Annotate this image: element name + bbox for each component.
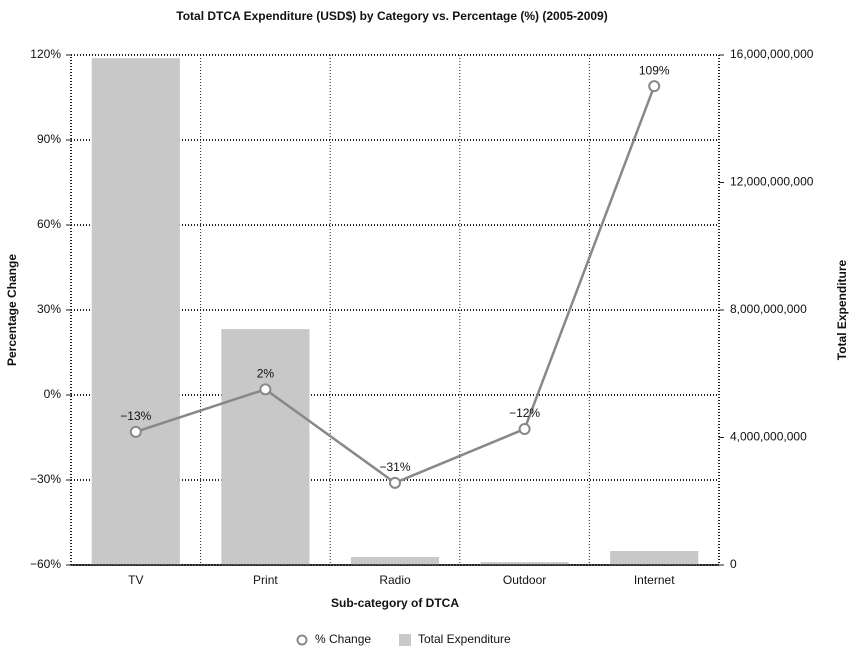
bar: [610, 550, 699, 565]
x-tick-label: TV: [128, 573, 143, 587]
y-tick-label: 60%: [37, 217, 61, 231]
y2-tick-label: 4,000,000,000: [730, 430, 807, 444]
point: [648, 80, 661, 93]
y-axis-title: Percentage Change: [5, 254, 19, 366]
point: [389, 476, 401, 489]
x-tick-label: Radio: [379, 573, 411, 587]
y2-tick-label: 8,000,000,000: [730, 302, 807, 316]
y2-tick-label: 12,000,000,000: [730, 175, 814, 189]
y-tick-label: 30%: [37, 302, 61, 316]
x-tick-label: Internet: [634, 573, 675, 587]
y-tick-label: 120%: [30, 47, 61, 61]
bar: [91, 58, 180, 565]
y-tick-label: 90%: [37, 132, 61, 146]
y-tick-label: 0%: [44, 387, 62, 401]
point: [518, 423, 531, 435]
y-tick-label: −30%: [30, 472, 61, 486]
y2-axis-title: Total Expenditure: [835, 259, 849, 360]
data-label: −31%: [379, 460, 410, 474]
point: [129, 425, 142, 438]
x-tick-label: Print: [253, 573, 278, 587]
bar: [350, 557, 440, 565]
y2-tick-label: 0: [730, 557, 737, 571]
point: [259, 383, 272, 396]
line: [135, 85, 656, 485]
chart-title: Total DTCA Expenditure (USD$) by Categor…: [176, 9, 607, 23]
x-axis-title: Sub-category of DTCA: [331, 596, 459, 610]
legend-marker: [399, 634, 411, 646]
data-label: −13%: [120, 409, 151, 423]
bar: [221, 329, 310, 565]
x-tick-label: Outdoor: [503, 573, 546, 587]
legend-marker: [296, 634, 308, 646]
data-label: −12%: [509, 406, 540, 420]
data-label: 109%: [639, 63, 670, 77]
y2-tick-label: 16,000,000,000: [730, 47, 814, 61]
data-label: 2%: [257, 367, 275, 381]
legend-label: % Change: [315, 632, 371, 646]
bar: [480, 562, 569, 565]
legend-label: Total Expenditure: [418, 632, 511, 646]
y-tick-label: −60%: [30, 557, 61, 571]
